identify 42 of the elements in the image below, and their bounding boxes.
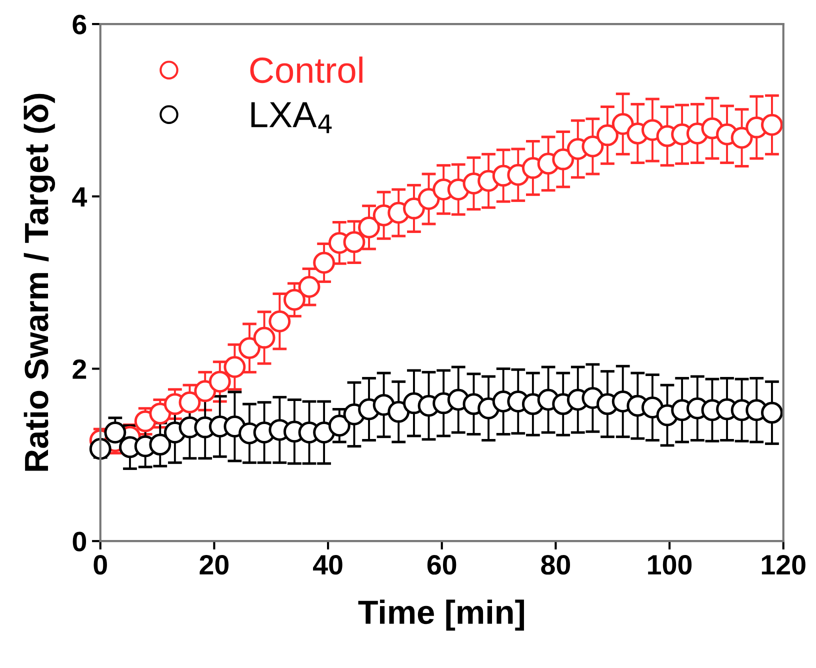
point: [89, 438, 112, 460]
point: [761, 402, 783, 424]
point: [194, 380, 216, 402]
point: [298, 276, 320, 298]
point: [730, 126, 753, 149]
x-axis-title: Time [min]: [358, 600, 524, 631]
x-tick-label: 80: [541, 555, 570, 575]
point: [761, 114, 783, 136]
point: [418, 188, 440, 210]
y-tick-label: 6: [72, 14, 86, 34]
x-tick-label: 40: [313, 555, 342, 575]
point: [596, 124, 618, 146]
x-tick-label: 100: [648, 555, 692, 575]
x-tick-label: 20: [200, 555, 229, 575]
point: [224, 356, 246, 378]
point: [582, 135, 604, 158]
point: [149, 434, 172, 456]
y-axis-title: Ratio Swarm / Target (δ): [24, 94, 56, 471]
x-tick-label: 0: [94, 555, 107, 575]
point: [358, 216, 380, 238]
point: [612, 113, 634, 135]
point: [104, 422, 126, 444]
point: [253, 326, 276, 349]
y-tick-label: 0: [72, 532, 86, 552]
y-tick-label: 4: [72, 187, 88, 206]
point: [343, 231, 366, 254]
point: [178, 391, 201, 414]
point: [403, 197, 425, 220]
x-tick-label: 120: [762, 555, 806, 575]
point: [208, 370, 231, 393]
point: [238, 337, 260, 360]
point: [313, 252, 336, 274]
y-tick-label: 2: [72, 359, 86, 379]
point: [328, 414, 350, 437]
point: [283, 288, 306, 311]
point: [268, 310, 291, 332]
point: [388, 400, 410, 423]
point: [552, 148, 574, 170]
legend-label: LXA$_{4}$: [251, 102, 332, 134]
x-tick-label: 60: [427, 555, 456, 575]
point: [149, 402, 172, 425]
legend-label: Control: [250, 56, 362, 84]
